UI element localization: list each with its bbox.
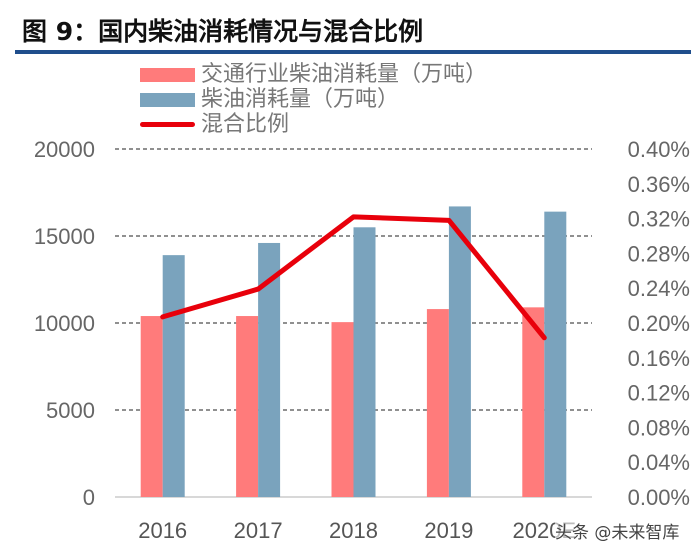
bar-transport: [236, 316, 259, 497]
y2-tick-label: 0.40%: [628, 137, 690, 162]
watermark: 头条 @未来智库: [555, 518, 680, 543]
legend-item-transport: 交通行业柴油消耗量（万吨）: [140, 62, 487, 87]
y2-tick-label: 0.04%: [628, 450, 690, 475]
y2-tick-label: 0.20%: [628, 311, 690, 336]
legend-label: 混合比例: [201, 112, 290, 137]
bar-total: [258, 242, 281, 497]
y2-tick-label: 0.16%: [628, 346, 690, 371]
legend: 交通行业柴油消耗量（万吨） 柴油消耗量（万吨） 混合比例: [140, 62, 487, 137]
legend-label: 柴油消耗量（万吨）: [201, 87, 400, 112]
y2-tick-label: 0.08%: [628, 415, 690, 440]
bar-total: [353, 227, 376, 498]
bar-transport: [331, 322, 354, 497]
x-tick-label: 2019: [424, 518, 473, 543]
bar-transport: [522, 307, 545, 497]
bar-total: [544, 211, 567, 497]
y2-tick-label: 0.36%: [628, 172, 690, 197]
bar-total: [448, 206, 471, 498]
legend-swatch-pink: [140, 67, 195, 82]
legend-item-total: 柴油消耗量（万吨）: [140, 87, 487, 112]
legend-swatch-line: [140, 122, 195, 127]
y-tick-label: 0: [83, 485, 95, 510]
y2-tick-label: 0.24%: [628, 276, 690, 301]
legend-item-ratio: 混合比例: [140, 112, 487, 137]
x-tick-label: 2018: [329, 518, 378, 543]
y2-tick-label: 0.00%: [628, 485, 690, 510]
bar-transport: [140, 316, 163, 497]
figure-title: 图 9：国内柴油消耗情况与混合比例: [22, 17, 424, 46]
y-tick-label: 5000: [46, 398, 95, 423]
title-rule: [15, 50, 691, 54]
y-tick-label: 10000: [34, 311, 95, 336]
y2-tick-label: 0.32%: [628, 207, 690, 232]
legend-label: 交通行业柴油消耗量（万吨）: [201, 62, 488, 87]
legend-swatch-blue: [140, 92, 195, 107]
bar-transport: [426, 309, 449, 497]
x-tick-label: 2016: [138, 518, 187, 543]
x-tick-label: 2017: [234, 518, 283, 543]
y-tick-label: 15000: [34, 224, 95, 249]
y2-tick-label: 0.12%: [628, 381, 690, 406]
y-tick-label: 20000: [34, 137, 95, 162]
bar-total: [162, 255, 185, 497]
y2-tick-label: 0.28%: [628, 241, 690, 266]
